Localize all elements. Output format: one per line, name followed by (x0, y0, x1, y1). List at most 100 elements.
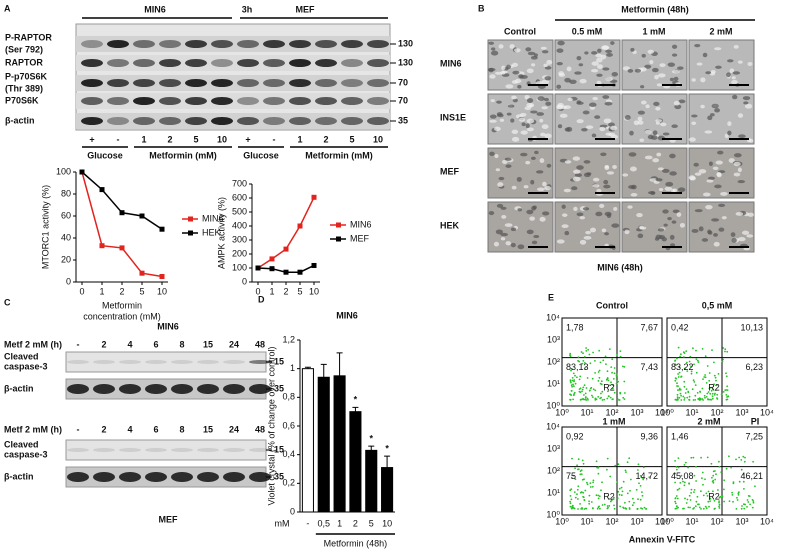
event (609, 475, 612, 478)
event (743, 488, 745, 490)
event (674, 507, 677, 510)
event (723, 500, 725, 503)
event (710, 389, 713, 392)
event (639, 475, 642, 477)
cell (501, 214, 507, 219)
cell (707, 176, 715, 180)
band (211, 117, 233, 125)
point (283, 246, 289, 252)
x-tick-label: 10⁴ (655, 516, 669, 526)
cell (589, 102, 597, 108)
event (579, 391, 582, 394)
cell (497, 182, 504, 188)
cell (592, 96, 599, 101)
cell (644, 64, 652, 69)
event (674, 472, 677, 475)
y-tick-label: 300 (232, 234, 247, 244)
event (680, 353, 682, 356)
event (618, 487, 621, 490)
x-tick-label: 1 (269, 286, 274, 296)
event (722, 358, 724, 361)
point (159, 274, 165, 279)
lane-label: 5 (349, 134, 354, 144)
event (742, 480, 745, 483)
size-label: 130 (398, 38, 413, 48)
event (724, 350, 726, 353)
band (171, 384, 193, 394)
cell (610, 41, 615, 45)
cell (717, 150, 724, 155)
event (718, 505, 720, 508)
event (601, 390, 604, 393)
cell (488, 211, 495, 216)
event (704, 505, 707, 508)
event (613, 367, 616, 369)
event (570, 477, 573, 479)
event (740, 459, 743, 461)
cell (624, 229, 630, 235)
category-unit: mM (275, 518, 290, 528)
event (697, 361, 700, 363)
cell (610, 125, 618, 131)
event (606, 457, 609, 460)
band (93, 472, 115, 482)
event (708, 379, 711, 382)
cell (677, 66, 684, 70)
cell (649, 59, 654, 65)
cell (641, 100, 647, 105)
event (617, 463, 620, 466)
event (726, 350, 729, 353)
label: MIN6 (144, 4, 166, 14)
event (636, 508, 639, 510)
cell (501, 65, 506, 71)
band (263, 79, 285, 87)
event (597, 396, 600, 398)
cell (637, 120, 644, 125)
y-tick-label: 10⁴ (546, 421, 560, 431)
cell (747, 61, 753, 66)
event (622, 365, 624, 368)
event (675, 505, 678, 508)
band (341, 97, 363, 105)
cell (576, 119, 584, 124)
event (689, 355, 692, 358)
event (633, 501, 635, 504)
event (677, 373, 679, 375)
y-tick-label: 0,2 (282, 478, 295, 488)
y-axis-label: AMPK activity (%) (216, 197, 226, 269)
event (675, 377, 677, 380)
event (577, 458, 580, 461)
bar (365, 449, 378, 513)
event (589, 482, 592, 485)
cell (661, 168, 670, 173)
cell (599, 203, 605, 209)
bar (349, 411, 362, 513)
event (677, 389, 679, 391)
event (712, 490, 714, 493)
event (609, 396, 612, 399)
event (704, 376, 707, 379)
event (698, 397, 701, 399)
event (677, 346, 680, 349)
y-tick-label: 200 (232, 248, 247, 258)
event (706, 495, 709, 497)
event (603, 398, 606, 401)
cell (489, 151, 495, 156)
event (692, 456, 695, 459)
band (197, 360, 219, 364)
cell (500, 237, 506, 241)
quadrant-value: 14,72 (635, 471, 658, 481)
event (725, 372, 727, 375)
cell (541, 79, 550, 85)
point (283, 269, 289, 275)
cell (498, 176, 505, 181)
cell (664, 186, 673, 191)
event (572, 474, 575, 477)
quadrant-value: 45,08 (671, 471, 694, 481)
event (582, 360, 585, 362)
cell (543, 63, 548, 68)
cell (718, 227, 725, 232)
cell (658, 187, 664, 192)
event (579, 470, 582, 473)
event (577, 468, 580, 471)
